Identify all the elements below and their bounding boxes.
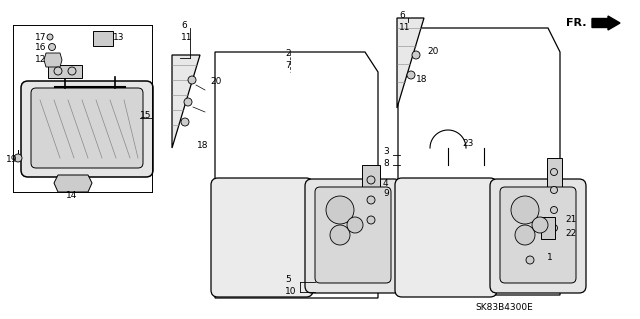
Text: 11: 11	[181, 33, 193, 42]
Ellipse shape	[330, 225, 350, 245]
Circle shape	[49, 43, 56, 50]
FancyBboxPatch shape	[21, 81, 153, 177]
Polygon shape	[215, 52, 378, 298]
Text: 1: 1	[547, 254, 553, 263]
Text: 10: 10	[285, 287, 296, 296]
Text: 13: 13	[113, 33, 125, 42]
Text: 4: 4	[383, 179, 388, 188]
Ellipse shape	[511, 196, 539, 224]
Text: 8: 8	[383, 159, 388, 167]
Text: 14: 14	[66, 191, 77, 201]
Text: 6: 6	[399, 11, 404, 20]
Circle shape	[184, 98, 192, 106]
Circle shape	[412, 51, 420, 59]
Bar	[362, 165, 380, 240]
Circle shape	[550, 187, 557, 194]
Circle shape	[47, 34, 53, 40]
Ellipse shape	[347, 217, 363, 233]
Circle shape	[14, 154, 22, 162]
FancyBboxPatch shape	[395, 178, 497, 297]
Circle shape	[68, 67, 76, 75]
Circle shape	[367, 216, 375, 224]
Ellipse shape	[326, 196, 354, 224]
Polygon shape	[48, 65, 82, 78]
Text: 19: 19	[6, 155, 17, 165]
Bar	[541, 217, 555, 239]
Polygon shape	[54, 175, 92, 192]
Text: 12: 12	[35, 56, 46, 64]
Ellipse shape	[515, 225, 535, 245]
Polygon shape	[172, 55, 200, 148]
Text: 23: 23	[462, 138, 474, 147]
Text: 17: 17	[35, 33, 47, 41]
Circle shape	[367, 196, 375, 204]
Text: SK83B4300E: SK83B4300E	[475, 303, 532, 313]
Circle shape	[367, 176, 375, 184]
Circle shape	[188, 76, 196, 84]
Circle shape	[526, 256, 534, 264]
Text: 6: 6	[181, 21, 187, 31]
Circle shape	[54, 67, 62, 75]
Circle shape	[407, 71, 415, 79]
Bar	[93, 31, 113, 46]
Polygon shape	[44, 53, 62, 67]
Text: 18: 18	[197, 140, 209, 150]
Text: 9: 9	[383, 189, 388, 198]
Text: 16: 16	[35, 43, 47, 53]
Text: 18: 18	[416, 76, 428, 85]
FancyArrow shape	[592, 16, 620, 30]
Text: 11: 11	[399, 24, 410, 33]
FancyBboxPatch shape	[500, 187, 576, 283]
Text: 20: 20	[427, 48, 438, 56]
Text: 5: 5	[285, 276, 291, 285]
Circle shape	[550, 206, 557, 213]
FancyBboxPatch shape	[31, 88, 143, 168]
Text: FR.: FR.	[566, 18, 586, 28]
FancyBboxPatch shape	[211, 178, 313, 297]
Text: 7: 7	[285, 61, 291, 70]
Polygon shape	[397, 18, 424, 108]
Circle shape	[550, 225, 557, 232]
Text: 20: 20	[210, 78, 221, 86]
Circle shape	[550, 168, 557, 175]
Text: 2: 2	[285, 48, 291, 57]
Text: 15: 15	[140, 110, 152, 120]
Circle shape	[181, 118, 189, 126]
FancyBboxPatch shape	[305, 179, 401, 293]
Text: 22: 22	[565, 228, 576, 238]
Text: 21: 21	[565, 216, 577, 225]
Polygon shape	[398, 28, 560, 295]
Bar	[547, 158, 562, 240]
Text: 3: 3	[383, 147, 388, 157]
FancyBboxPatch shape	[490, 179, 586, 293]
Ellipse shape	[532, 217, 548, 233]
FancyBboxPatch shape	[315, 187, 391, 283]
